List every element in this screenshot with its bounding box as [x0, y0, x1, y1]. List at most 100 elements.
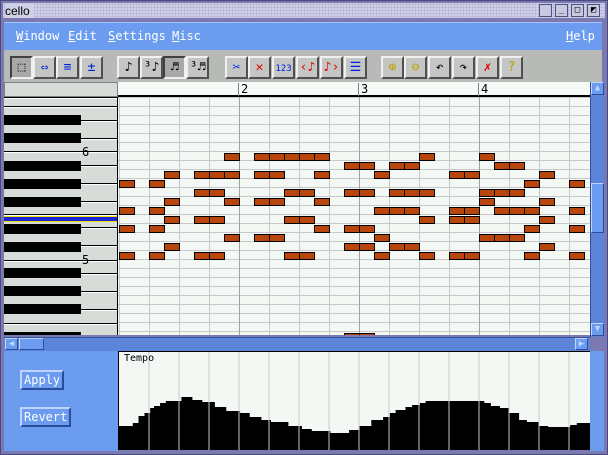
- note[interactable]: [359, 189, 375, 197]
- tempo-step[interactable]: [383, 417, 391, 450]
- toolbar-button-move-note[interactable]: ⇔: [33, 56, 56, 79]
- tempo-step[interactable]: [225, 411, 241, 450]
- toolbar-button-quantize[interactable]: ☰: [344, 56, 367, 79]
- tempo-step[interactable]: [483, 403, 491, 450]
- note[interactable]: [194, 252, 210, 260]
- restore-button[interactable]: ◩: [587, 4, 600, 17]
- tempo-step[interactable]: [239, 413, 250, 450]
- tempo-step[interactable]: [160, 403, 167, 450]
- black-key[interactable]: [4, 332, 81, 335]
- tempo-step[interactable]: [570, 425, 578, 450]
- note[interactable]: [404, 207, 420, 215]
- note[interactable]: [509, 207, 525, 215]
- note[interactable]: [479, 198, 495, 206]
- tempo-step[interactable]: [538, 426, 549, 450]
- toolbar-button-help[interactable]: ?: [500, 56, 523, 79]
- note[interactable]: [449, 252, 465, 260]
- note[interactable]: [464, 252, 480, 260]
- note[interactable]: [344, 333, 360, 335]
- tempo-step[interactable]: [419, 403, 427, 450]
- note[interactable]: [269, 234, 285, 242]
- apply-button[interactable]: Apply: [20, 370, 65, 390]
- note[interactable]: [539, 171, 555, 179]
- note[interactable]: [209, 189, 225, 197]
- black-key[interactable]: [4, 115, 81, 125]
- note[interactable]: [419, 216, 435, 224]
- toolbar-button-eighth-triplet[interactable]: ³♪: [140, 56, 163, 79]
- vertical-scrollbar[interactable]: ▲ ▼: [590, 82, 604, 337]
- tempo-step[interactable]: [359, 426, 372, 450]
- note[interactable]: [284, 252, 300, 260]
- menu-help[interactable]: Help: [566, 29, 595, 43]
- tempo-step[interactable]: [499, 408, 510, 450]
- toolbar-button-eighth-note[interactable]: ♪: [117, 56, 140, 79]
- scroll-left-arrow-icon[interactable]: ◀: [5, 338, 18, 350]
- note[interactable]: [344, 162, 360, 170]
- measure-ruler[interactable]: 2 3 4: [118, 82, 590, 97]
- note[interactable]: [119, 225, 135, 233]
- note[interactable]: [194, 189, 210, 197]
- note[interactable]: [569, 180, 585, 188]
- note[interactable]: [209, 216, 225, 224]
- tempo-step[interactable]: [138, 416, 146, 450]
- note[interactable]: [224, 234, 240, 242]
- note[interactable]: [479, 234, 495, 242]
- note[interactable]: [359, 333, 375, 335]
- menu-window[interactable]: Window: [16, 29, 59, 43]
- note[interactable]: [254, 234, 270, 242]
- black-key[interactable]: [4, 286, 81, 296]
- note[interactable]: [149, 225, 165, 233]
- note[interactable]: [524, 225, 540, 233]
- note[interactable]: [119, 180, 135, 188]
- note[interactable]: [494, 234, 510, 242]
- note[interactable]: [119, 207, 135, 215]
- note[interactable]: [449, 171, 465, 179]
- black-key[interactable]: [4, 161, 81, 171]
- note[interactable]: [209, 171, 225, 179]
- toolbar-button-cut[interactable]: ✂: [225, 56, 248, 79]
- note[interactable]: [419, 252, 435, 260]
- iconify-button[interactable]: [539, 4, 552, 17]
- tempo-step[interactable]: [191, 400, 203, 450]
- note[interactable]: [269, 198, 285, 206]
- tempo-step[interactable]: [119, 426, 134, 450]
- note[interactable]: [194, 171, 210, 179]
- note[interactable]: [509, 234, 525, 242]
- note[interactable]: [389, 189, 405, 197]
- tempo-step[interactable]: [405, 407, 413, 450]
- note[interactable]: [524, 207, 540, 215]
- note[interactable]: [494, 207, 510, 215]
- toolbar-button-shift-left[interactable]: ‹♪: [296, 56, 319, 79]
- black-key[interactable]: [4, 242, 81, 252]
- note[interactable]: [224, 153, 240, 161]
- tempo-curve[interactable]: [119, 352, 590, 450]
- note[interactable]: [314, 225, 330, 233]
- note[interactable]: [254, 171, 270, 179]
- note[interactable]: [404, 162, 420, 170]
- note[interactable]: [359, 243, 375, 251]
- note[interactable]: [269, 153, 285, 161]
- note[interactable]: [389, 162, 405, 170]
- note[interactable]: [509, 162, 525, 170]
- tempo-step[interactable]: [490, 406, 500, 450]
- tempo-step[interactable]: [389, 413, 397, 450]
- note[interactable]: [149, 180, 165, 188]
- note[interactable]: [314, 198, 330, 206]
- note[interactable]: [344, 189, 360, 197]
- note[interactable]: [284, 216, 300, 224]
- note[interactable]: [224, 198, 240, 206]
- tempo-step[interactable]: [181, 397, 193, 450]
- note[interactable]: [539, 216, 555, 224]
- revert-button[interactable]: Revert: [20, 407, 72, 427]
- note[interactable]: [419, 189, 435, 197]
- note[interactable]: [494, 189, 510, 197]
- note[interactable]: [269, 171, 285, 179]
- minimize-button[interactable]: _: [555, 4, 568, 17]
- tempo-step[interactable]: [249, 417, 262, 450]
- black-key[interactable]: [4, 197, 81, 207]
- note[interactable]: [224, 171, 240, 179]
- note[interactable]: [359, 162, 375, 170]
- tempo-step[interactable]: [311, 431, 331, 450]
- note[interactable]: [389, 243, 405, 251]
- note[interactable]: [539, 243, 555, 251]
